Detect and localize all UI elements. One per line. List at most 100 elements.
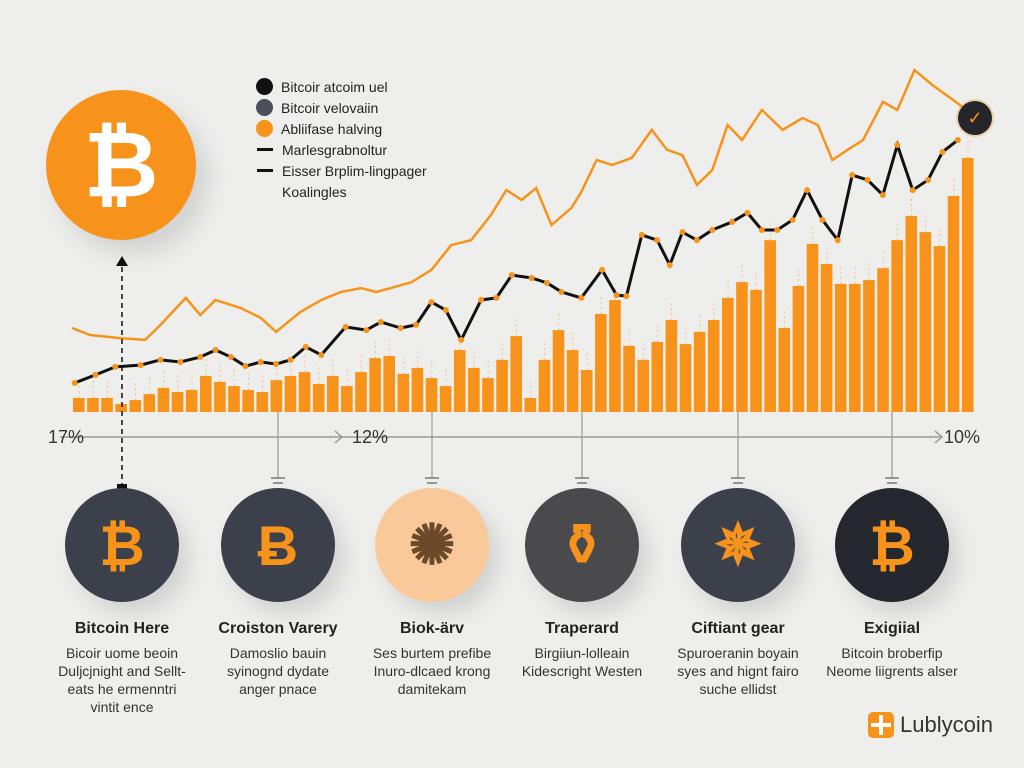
data-point bbox=[493, 294, 500, 301]
bar bbox=[623, 345, 635, 412]
data-point bbox=[273, 361, 280, 368]
bar bbox=[665, 319, 678, 412]
data-point bbox=[909, 187, 916, 194]
data-point bbox=[693, 237, 700, 244]
bar bbox=[496, 359, 508, 412]
data-point bbox=[543, 279, 550, 286]
bar bbox=[453, 350, 466, 412]
bar bbox=[199, 375, 212, 412]
bar bbox=[214, 381, 226, 412]
feature-title: Traperard bbox=[545, 620, 619, 637]
data-point bbox=[197, 354, 204, 361]
bar bbox=[157, 387, 170, 412]
bar bbox=[750, 289, 762, 412]
feature-title: Croiston Varery bbox=[218, 620, 338, 637]
legend-item: Eisser Brplim-lingpager bbox=[256, 160, 427, 181]
data-point bbox=[758, 227, 765, 233]
data-point bbox=[157, 356, 164, 363]
bar bbox=[355, 372, 367, 412]
data-point bbox=[397, 325, 404, 331]
data-point bbox=[864, 176, 871, 183]
bitcoin-icon: ₿ bbox=[65, 488, 179, 602]
legend-dot-gray-icon bbox=[256, 99, 273, 116]
feature-description: Spuroeranin boyain syes and hignt fairo … bbox=[677, 645, 799, 697]
data-point bbox=[112, 363, 119, 370]
legend-label: Bitcoir atcoim uel bbox=[281, 78, 388, 95]
bar bbox=[341, 386, 353, 412]
bar bbox=[242, 389, 254, 412]
legend-item: Marlesgrabnoltur bbox=[256, 139, 427, 160]
data-point bbox=[227, 354, 234, 361]
bar bbox=[651, 342, 664, 412]
data-point bbox=[894, 141, 901, 148]
bar bbox=[834, 283, 847, 412]
bar bbox=[524, 398, 537, 412]
bar bbox=[637, 359, 649, 412]
bar bbox=[538, 359, 551, 412]
feature-title: Exigiial bbox=[863, 620, 921, 637]
icon-glyph: ✵ bbox=[714, 513, 762, 576]
bar bbox=[580, 370, 593, 412]
data-point bbox=[804, 187, 811, 194]
data-point bbox=[318, 351, 325, 358]
data-point bbox=[342, 323, 349, 330]
network-sphere-icon: ✵ bbox=[681, 488, 795, 602]
data-point bbox=[666, 262, 673, 268]
data-point bbox=[363, 327, 370, 334]
bar bbox=[256, 392, 269, 412]
feature-item: Traperard Birgiiun-lolleain Kidescright W… bbox=[497, 620, 667, 680]
chart-legend: Bitcoir atcoim uel Bitcoir velovaiin Abl… bbox=[256, 76, 427, 202]
bar bbox=[806, 244, 819, 412]
checkmark-icon: ✓ bbox=[958, 101, 992, 135]
data-point bbox=[729, 218, 736, 225]
bar bbox=[185, 389, 198, 412]
bar bbox=[736, 282, 748, 412]
icon-glyph: ₿ bbox=[869, 513, 915, 577]
icon-glyph: Ƀ bbox=[257, 513, 299, 577]
bar bbox=[609, 300, 621, 412]
bar bbox=[312, 384, 325, 412]
data-point bbox=[954, 137, 961, 144]
legend-dot-orange-icon bbox=[256, 120, 273, 137]
bar bbox=[947, 196, 960, 412]
bar bbox=[326, 375, 339, 412]
bitcoin-icon: ₿ bbox=[46, 90, 196, 240]
bar bbox=[73, 398, 85, 412]
data-point bbox=[774, 227, 781, 233]
feature-description: Damoslio bauin syinognd dydate anger pna… bbox=[227, 645, 329, 697]
legend-dash-icon bbox=[257, 169, 273, 172]
bar bbox=[933, 246, 946, 412]
data-point bbox=[508, 272, 515, 279]
bar bbox=[707, 319, 720, 412]
bar bbox=[961, 157, 974, 412]
bar bbox=[510, 336, 522, 412]
data-point bbox=[413, 321, 420, 328]
bar bbox=[919, 232, 932, 412]
rock-icon: ✺ bbox=[375, 488, 489, 602]
feature-description: Bitcoin broberfip Neome liigrents alser bbox=[826, 645, 958, 679]
data-point bbox=[528, 274, 535, 281]
icon-glyph: ₿ bbox=[99, 513, 145, 577]
logo-icon bbox=[868, 712, 894, 738]
feature-title: Ciftiant gear bbox=[691, 620, 785, 637]
legend-label: Koalingles bbox=[282, 183, 347, 200]
legend-item: Bitcoir velovaiin bbox=[256, 97, 427, 118]
legend-label: Marlesgrabnoltur bbox=[282, 141, 388, 158]
data-point bbox=[212, 347, 219, 354]
bar bbox=[87, 398, 99, 412]
icon-glyph: ✺ bbox=[408, 513, 456, 576]
axis-label-right: 10% bbox=[944, 427, 981, 447]
legend-dot-black-icon bbox=[256, 78, 273, 95]
bar bbox=[171, 392, 184, 412]
bar bbox=[439, 386, 452, 412]
data-point bbox=[613, 292, 620, 299]
arrow-icon bbox=[934, 430, 944, 444]
bar bbox=[820, 263, 833, 412]
legend-label: Abliifase halving bbox=[281, 120, 383, 137]
feature-description: Ses burtem prefibe Inuro-dlcaed krong da… bbox=[372, 645, 492, 697]
bar bbox=[369, 358, 381, 412]
bitcoin-outline-icon: Ƀ bbox=[221, 488, 335, 602]
data-point bbox=[71, 379, 78, 386]
data-point bbox=[478, 297, 485, 303]
logo-text: Lublycoin bbox=[900, 712, 993, 737]
